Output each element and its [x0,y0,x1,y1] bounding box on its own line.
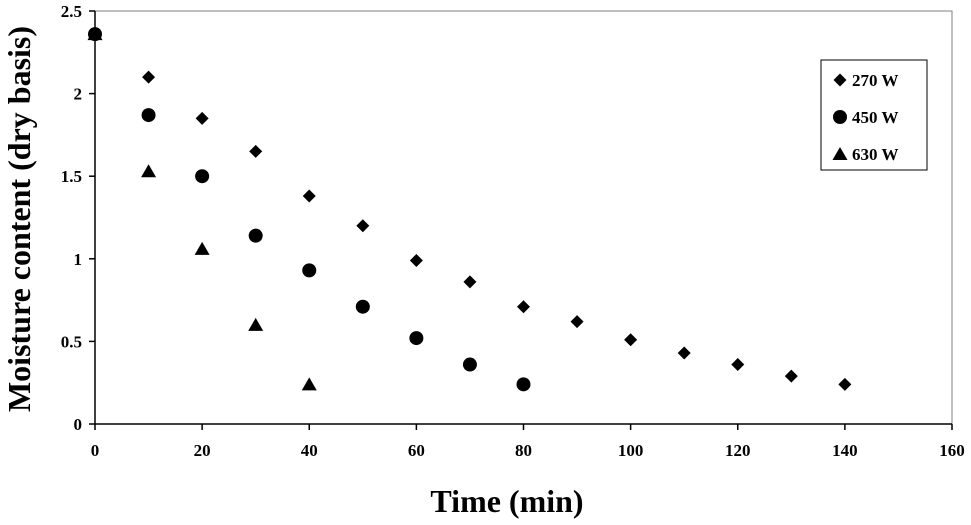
x-tick-label: 80 [515,441,532,460]
legend-marker-630w [832,147,848,160]
tick-labels: 0 0.5 1 1.5 2 2.5 0 20 40 60 80 100 120 140 160 [61,2,965,460]
axes [89,10,953,430]
point-450w [195,169,210,184]
point-450w [462,357,477,372]
legend-marker-450w [833,110,847,124]
point-630w [87,27,103,41]
point-630w [248,317,264,331]
point-270w [195,111,209,125]
data-points [87,27,852,392]
point-450w [248,228,263,243]
y-tick-label: 1 [74,250,83,269]
point-630w [141,164,157,178]
legend-marker-270w [833,73,847,87]
x-tick-label: 120 [725,441,751,460]
point-450w [302,263,317,278]
x-tick-label: 0 [91,441,100,460]
point-270w [409,253,423,267]
y-axis-title: Moisture content (dry basis) [1,26,37,412]
x-tick-label: 140 [832,441,858,460]
y-tick-label: 1.5 [61,167,82,186]
x-tick-label: 160 [939,441,965,460]
point-270w [784,369,798,383]
point-450w [516,377,531,392]
point-450w [409,331,424,346]
legend-label-630w: 630 W [852,145,898,164]
y-tick-label: 0 [74,415,83,434]
x-tick-label: 60 [408,441,425,460]
x-tick-label: 100 [618,441,644,460]
point-270w [249,144,263,158]
y-tick-label: 2 [74,85,83,104]
point-270w [624,333,638,347]
x-tick-label: 20 [194,441,211,460]
legend-label-270w: 270 W [852,71,898,90]
point-270w [463,275,477,289]
point-270w [517,300,530,314]
plot-area [94,10,953,425]
legend-label-450w: 450 W [852,108,898,127]
point-270w [302,189,316,203]
point-270w [570,315,584,329]
point-450w [141,108,156,123]
x-axis-title: Time (min) [430,483,583,519]
point-630w [301,377,317,391]
y-tick-label: 0.5 [61,332,82,351]
point-270w [677,346,691,360]
legend-items: 270 W 450 W 630 W [832,71,898,164]
x-tick-label: 40 [301,441,318,460]
legend: 270 W 450 W 630 W [820,59,928,171]
y-tick-label: 2.5 [61,2,82,21]
point-270w [731,358,745,372]
point-270w [356,219,370,233]
point-270w [838,377,852,391]
point-450w [355,299,370,314]
point-630w [194,241,210,255]
point-270w [142,70,156,84]
